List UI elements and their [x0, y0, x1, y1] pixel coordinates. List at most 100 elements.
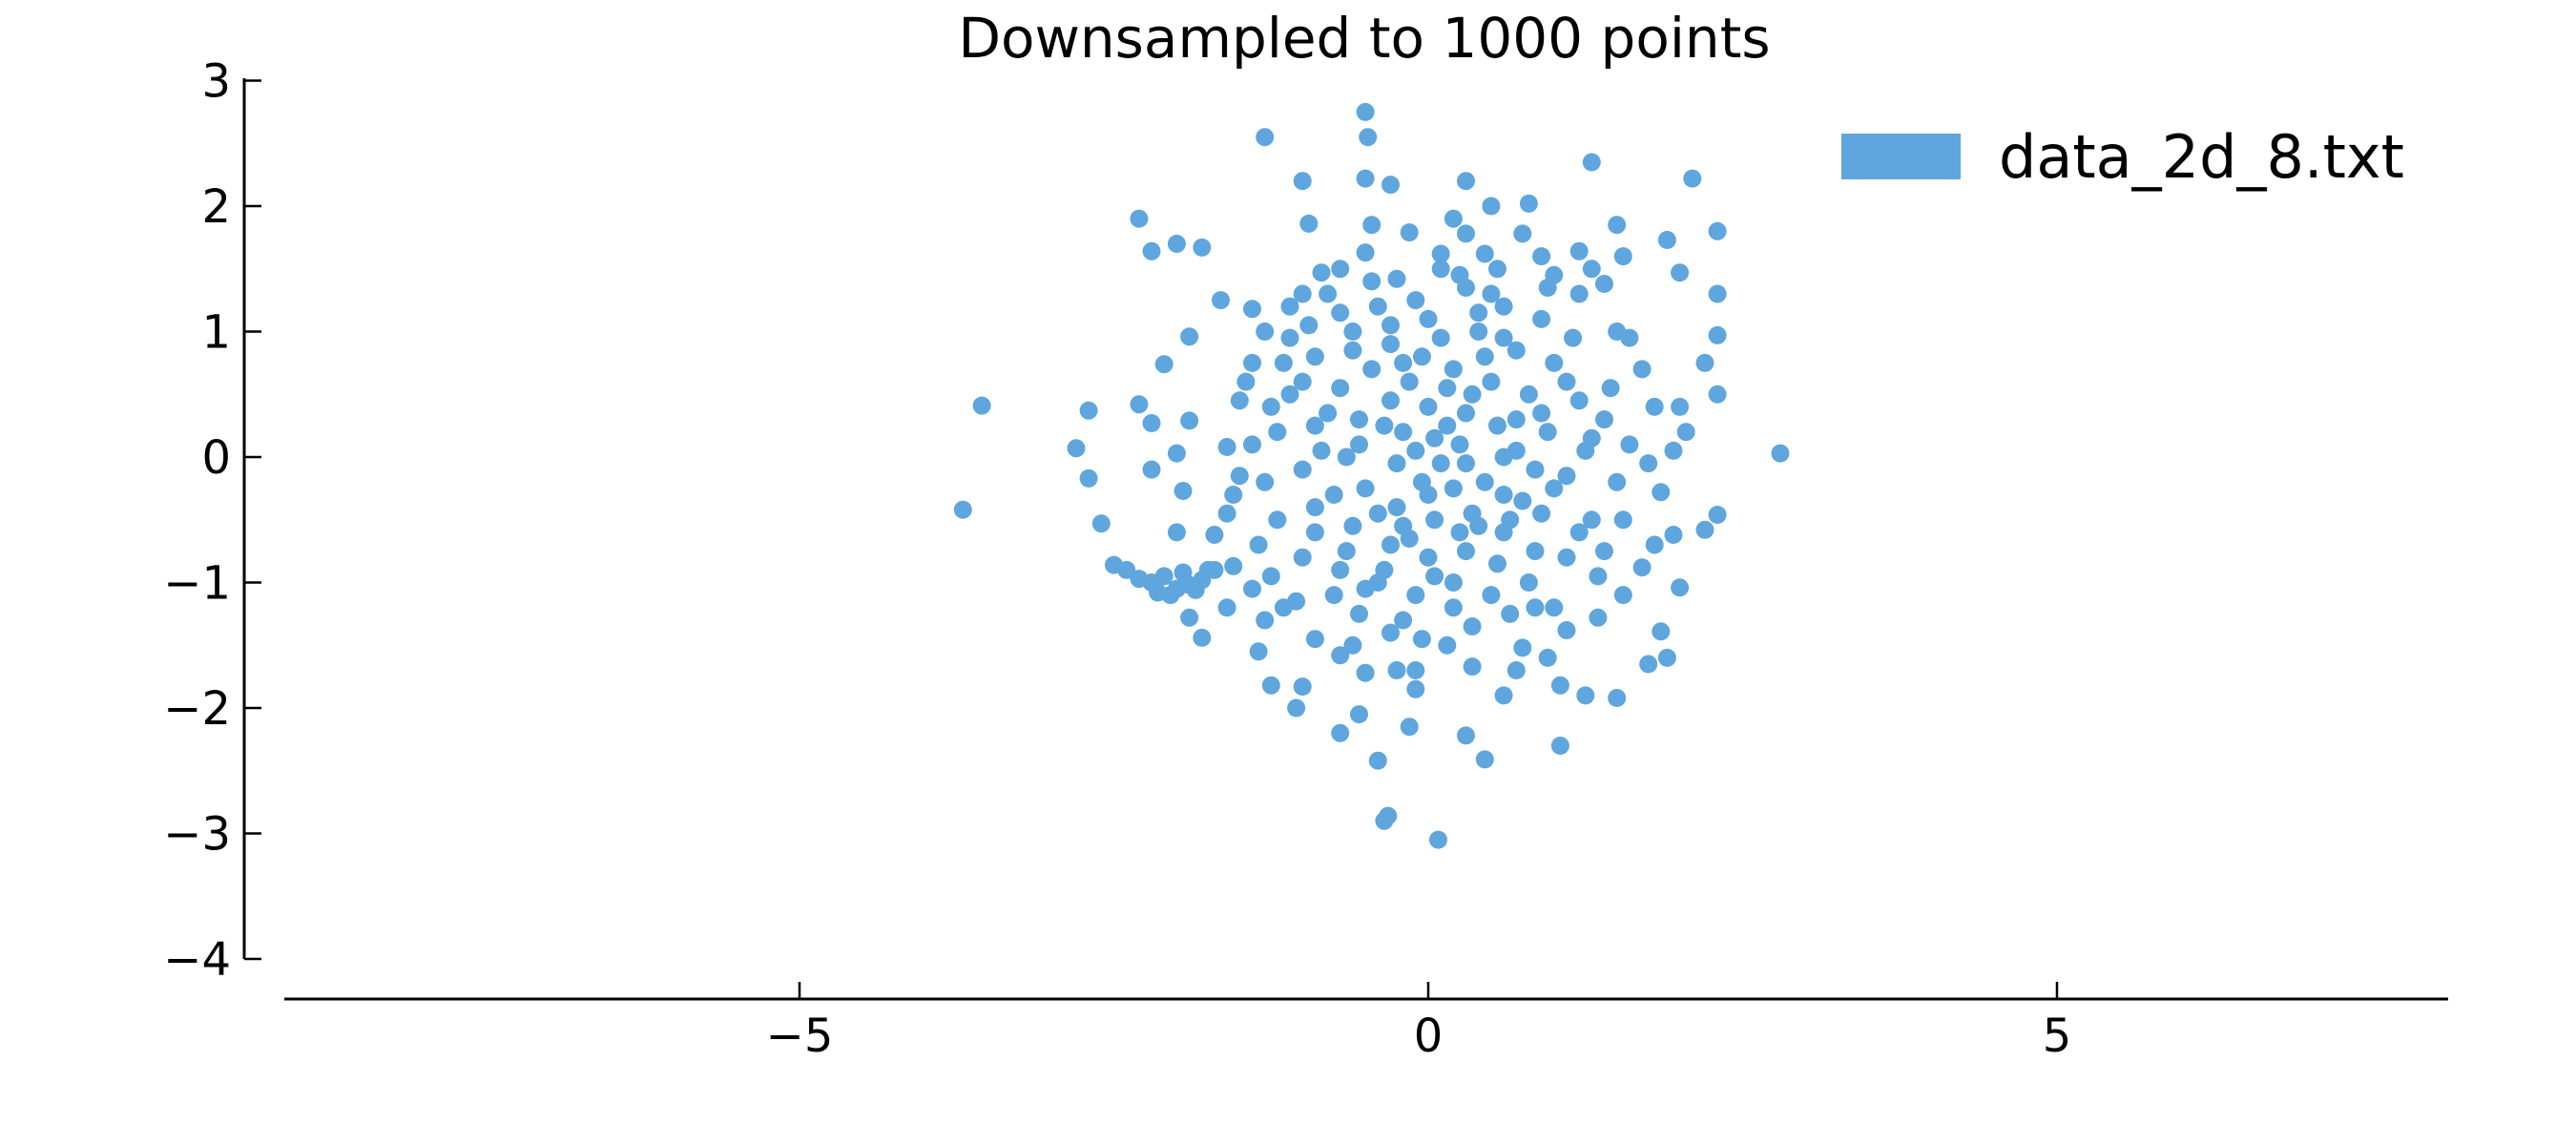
data-point: [1249, 642, 1268, 661]
data-point: [1444, 573, 1463, 592]
data-point: [1268, 510, 1287, 530]
data-point: [1683, 169, 1702, 188]
data-point: [1079, 468, 1098, 488]
data-point: [1274, 353, 1293, 372]
data-point: [1526, 542, 1545, 561]
data-point: [1299, 214, 1319, 233]
data-point: [1350, 604, 1368, 623]
data-point: [1324, 586, 1343, 605]
data-point: [1381, 391, 1400, 410]
data-point: [1305, 630, 1324, 649]
data-point: [1469, 303, 1488, 323]
data-point: [1356, 663, 1375, 682]
data-point: [1387, 498, 1406, 517]
legend: data_2d_8.txt: [1841, 122, 2404, 192]
data-point: [1425, 510, 1444, 530]
data-point: [1356, 169, 1375, 188]
data-point: [1501, 604, 1520, 623]
data-point: [1375, 560, 1394, 579]
data-point: [1331, 560, 1350, 579]
data-point: [1256, 128, 1275, 147]
data-point: [1494, 328, 1513, 347]
data-point: [1217, 504, 1236, 523]
data-point: [1079, 401, 1098, 420]
data-point: [1444, 598, 1463, 617]
data-point: [1545, 598, 1564, 617]
data-point: [1293, 172, 1312, 191]
data-point: [1557, 467, 1576, 486]
data-point: [1256, 472, 1275, 491]
data-point: [1293, 460, 1312, 479]
data-point: [1608, 472, 1627, 491]
data-point: [1299, 316, 1319, 335]
y-tick-label: −1: [163, 557, 231, 611]
data-point: [1469, 516, 1488, 535]
data-point: [1506, 661, 1526, 679]
data-point: [1613, 247, 1632, 266]
data-point: [1343, 516, 1362, 535]
data-point: [1356, 243, 1375, 262]
data-point: [1488, 554, 1506, 573]
data-point: [1450, 265, 1469, 284]
data-point: [1519, 385, 1538, 404]
data-point: [1293, 548, 1312, 567]
data-point: [1632, 360, 1652, 379]
data-point: [1154, 355, 1174, 374]
data-point: [1261, 567, 1280, 586]
data-point: [1501, 510, 1520, 530]
data-point: [1671, 397, 1690, 416]
data-point: [1331, 303, 1350, 323]
data-point: [1576, 686, 1595, 705]
data-point: [1538, 423, 1557, 442]
legend-label: data_2d_8.txt: [1999, 122, 2404, 192]
data-point: [1532, 309, 1551, 328]
data-point: [1324, 486, 1343, 504]
data-point: [1538, 279, 1557, 297]
data-point: [1526, 598, 1545, 617]
data-point: [1319, 404, 1338, 423]
data-point: [1243, 435, 1261, 454]
data-point: [1230, 391, 1249, 410]
data-point: [1236, 372, 1256, 391]
data-point: [1550, 737, 1569, 755]
data-point: [1161, 586, 1180, 605]
data-point: [1595, 275, 1613, 293]
data-point: [1167, 523, 1186, 542]
data-point: [1431, 244, 1450, 263]
data-point: [1545, 479, 1564, 498]
data-point: [1142, 414, 1161, 432]
data-point: [1457, 404, 1475, 423]
data-point: [1475, 750, 1494, 769]
data-point: [1350, 435, 1368, 454]
data-point: [1652, 622, 1671, 641]
data-point: [1620, 435, 1639, 454]
data-point: [1230, 467, 1249, 486]
x-tick-label: −5: [766, 1010, 834, 1063]
data-point: [1676, 423, 1695, 442]
data-point: [1256, 323, 1275, 341]
y-tick-label: −4: [163, 933, 231, 987]
data-point: [1431, 454, 1450, 473]
data-point: [1287, 698, 1306, 718]
data-point: [1457, 726, 1475, 745]
data-point: [1488, 260, 1506, 279]
x-axis-ticks: −5 0 5: [766, 982, 2072, 1063]
data-point: [1261, 676, 1280, 695]
data-point: [1362, 216, 1381, 235]
data-point: [1387, 454, 1406, 473]
data-point: [1538, 648, 1557, 667]
data-point: [1412, 630, 1431, 649]
data-point: [1280, 328, 1299, 347]
data-point: [1488, 416, 1506, 435]
data-point: [1457, 224, 1475, 243]
data-point: [1180, 327, 1199, 346]
data-point: [1513, 491, 1532, 510]
data-point: [1482, 197, 1501, 216]
data-point: [1293, 284, 1312, 303]
data-point: [1708, 325, 1727, 344]
x-tick-label: 5: [2043, 1010, 2072, 1063]
data-point: [1337, 542, 1356, 561]
data-point: [1582, 260, 1601, 279]
data-point: [1695, 520, 1714, 539]
data-point: [1506, 341, 1526, 360]
